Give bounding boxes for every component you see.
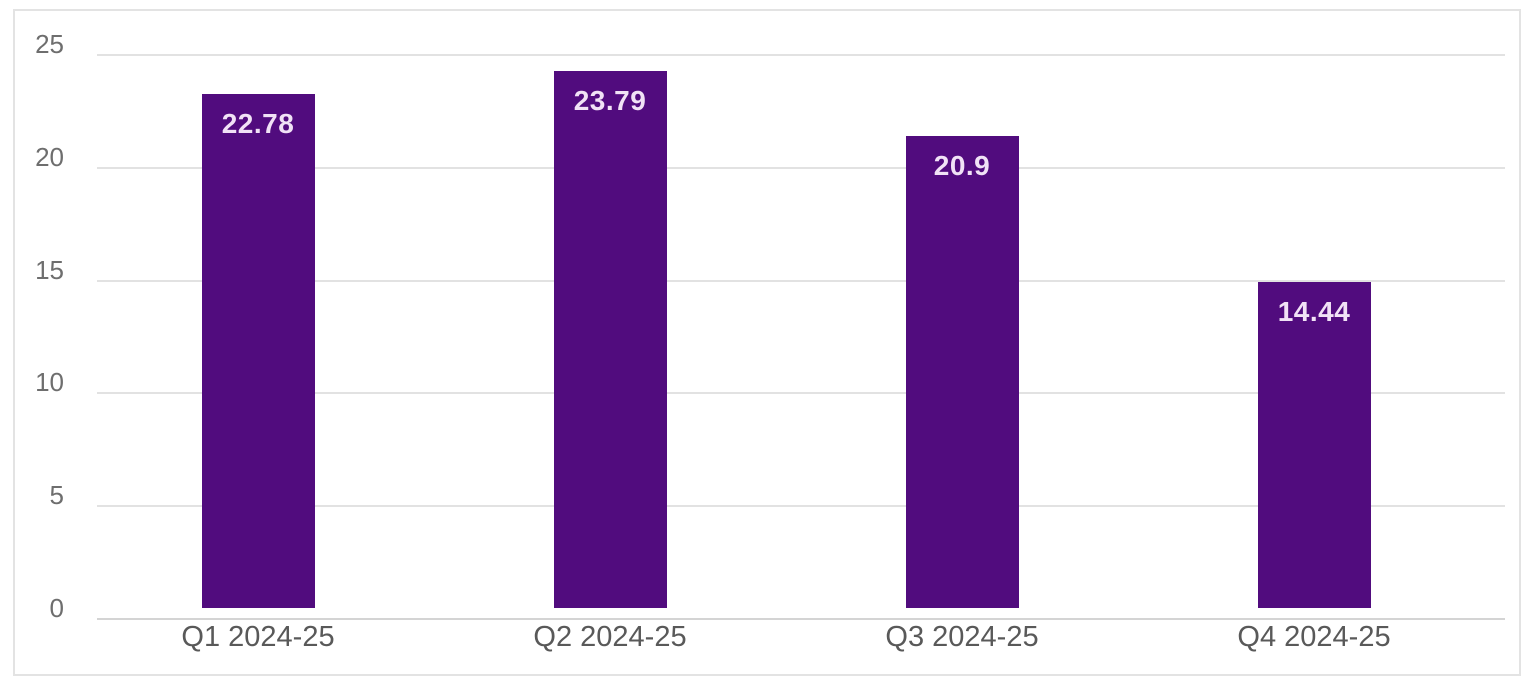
- gridline: [97, 54, 1505, 56]
- y-axis-tick-label: 5: [49, 480, 64, 511]
- bar-value-label: 14.44: [1277, 296, 1351, 328]
- plot-area: [97, 54, 1505, 620]
- y-axis-tick-label: 10: [35, 367, 64, 398]
- y-axis-tick-label: 0: [49, 593, 64, 623]
- x-axis-category-label: Q3 2024-25: [885, 621, 1039, 653]
- x-axis-category-label: Q4 2024-25: [1237, 621, 1391, 653]
- y-axis-tick-label: 15: [35, 254, 64, 285]
- gridline: [97, 505, 1505, 508]
- gridline: [97, 166, 1505, 169]
- gridline: [97, 392, 1505, 395]
- bar-value-label: 22.78: [221, 108, 295, 140]
- bar-value-label: 23.79: [573, 85, 647, 117]
- y-axis-tick-label: 20: [35, 141, 64, 172]
- bar: 14.44: [1257, 282, 1371, 608]
- bar: 20.9: [905, 136, 1019, 608]
- x-axis-category-label: Q2 2024-25: [533, 621, 687, 653]
- bar: 22.78: [201, 94, 315, 608]
- bar-value-label: 20.9: [933, 150, 991, 182]
- x-axis-baseline: [97, 618, 1505, 620]
- x-axis-category-label: Q1 2024-25: [181, 621, 335, 653]
- y-axis-tick-label: 25: [35, 29, 64, 59]
- gridline: [97, 279, 1505, 282]
- bar: 23.79: [553, 71, 667, 608]
